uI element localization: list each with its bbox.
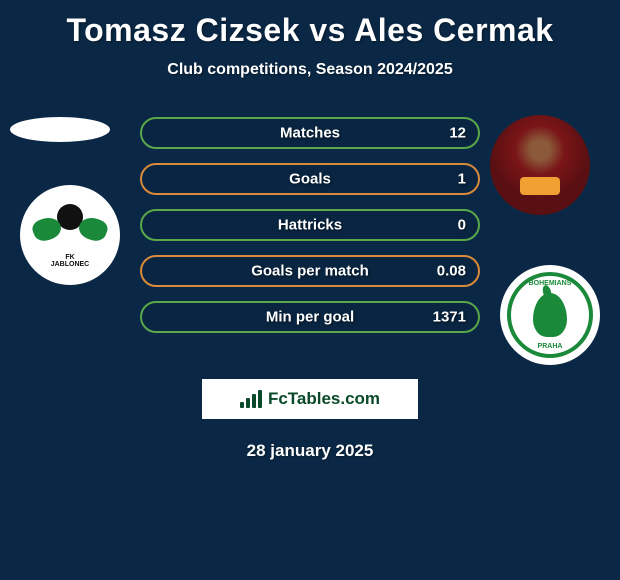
stat-value: 0.08: [437, 263, 466, 280]
stat-value: 12: [449, 125, 466, 142]
bar-chart-icon: [240, 390, 262, 408]
brand-text: FcTables.com: [268, 389, 380, 409]
club-left-logo: FK JABLONEC: [20, 185, 120, 285]
club-left-label: FK JABLONEC: [35, 254, 105, 268]
date-text: 28 january 2025: [0, 441, 620, 461]
club-left-label-top: FK: [35, 254, 105, 261]
stat-label: Min per goal: [266, 309, 354, 326]
stat-bar: Min per goal 1371: [140, 301, 480, 333]
stat-bar: Matches 12: [140, 117, 480, 149]
page-title: Tomasz Cizsek vs Ales Cermak: [0, 0, 620, 49]
club-right-ring-icon: BOHEMIANS PRAHA: [507, 272, 593, 358]
club-right-label-bottom: PRAHA: [511, 343, 589, 350]
stat-label: Matches: [280, 125, 340, 142]
club-left-label-bottom: JABLONEC: [35, 261, 105, 268]
subtitle: Club competitions, Season 2024/2025: [0, 61, 620, 79]
stat-bars: Matches 12 Goals 1 Hattricks 0 Goals per match…: [140, 117, 480, 347]
club-left-logo-inner: FK JABLONEC: [35, 200, 105, 270]
stat-value: 0: [458, 217, 466, 234]
brand-badge: FcTables.com: [202, 379, 418, 419]
stat-bar: Goals per match 0.08: [140, 255, 480, 287]
stat-label: Hattricks: [278, 217, 342, 234]
kangaroo-icon: [533, 293, 567, 337]
club-right-label-top: BOHEMIANS: [511, 280, 589, 287]
club-right-logo: BOHEMIANS PRAHA: [500, 265, 600, 365]
player-right-avatar: [490, 115, 590, 215]
stat-bar: Hattricks 0: [140, 209, 480, 241]
logo-wings-icon: [35, 218, 105, 246]
stat-value: 1: [458, 171, 466, 188]
stat-label: Goals: [289, 171, 331, 188]
stats-area: FK JABLONEC BOHEMIANS PRAHA Matches 12 Goa…: [0, 117, 620, 357]
player-left-avatar: [10, 117, 110, 142]
stat-value: 1371: [433, 309, 466, 326]
stat-bar: Goals 1: [140, 163, 480, 195]
stat-label: Goals per match: [251, 263, 369, 280]
